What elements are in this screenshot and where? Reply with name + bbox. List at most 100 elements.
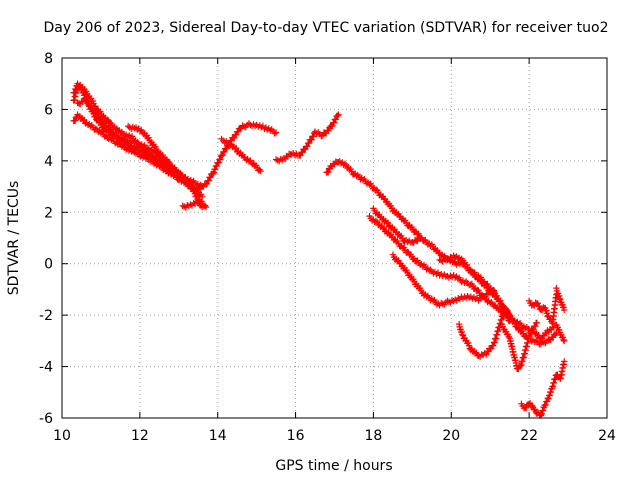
data-point [547, 388, 554, 396]
series-s5 [125, 122, 194, 188]
data-point [489, 342, 497, 349]
x-axis-label: GPS time / hours [275, 458, 392, 474]
data-point [256, 166, 263, 173]
data-point [542, 401, 549, 409]
data-point [545, 395, 552, 402]
series-s13 [436, 252, 560, 348]
data-point [335, 111, 342, 118]
data-point [142, 155, 150, 162]
data-point [146, 152, 153, 160]
data-point [198, 203, 206, 211]
data-point [310, 133, 317, 140]
y-tick-label: -6 [39, 411, 53, 427]
x-tick-label: 20 [442, 428, 460, 444]
data-point [304, 143, 311, 150]
x-tick-label: 22 [520, 428, 538, 444]
data-point [561, 337, 568, 345]
chart-title: Day 206 of 2023, Sidereal Day-to-day VTE… [43, 20, 608, 36]
x-tick-label: 14 [209, 428, 227, 444]
data-point [490, 287, 498, 294]
data-point [553, 329, 560, 337]
y-tick-label: -2 [39, 308, 53, 324]
data-point [308, 136, 315, 143]
data-point [223, 145, 230, 152]
data-point [513, 322, 520, 330]
data-point [561, 358, 568, 365]
data-point [497, 297, 504, 304]
data-point [532, 323, 539, 330]
data-point [210, 169, 217, 176]
x-tick-label: 10 [53, 428, 71, 444]
data-point [465, 339, 472, 347]
data-point [560, 336, 567, 344]
data-point [219, 152, 226, 159]
data-points-layer [70, 80, 568, 419]
series-s6 [179, 198, 206, 211]
data-point [561, 306, 568, 314]
x-tick-label: 24 [598, 428, 616, 444]
data-point [187, 180, 194, 188]
data-point [560, 304, 567, 311]
data-point [72, 117, 79, 124]
data-point [510, 317, 518, 325]
data-point [434, 269, 442, 276]
data-point [530, 326, 537, 333]
data-point [205, 177, 212, 184]
grid-lines [62, 58, 607, 418]
data-point [118, 143, 125, 150]
y-tick-label: 0 [44, 257, 53, 273]
data-point [271, 130, 278, 137]
series-s12 [389, 251, 498, 309]
data-point [330, 119, 338, 126]
data-point [89, 97, 96, 105]
data-point [497, 300, 505, 307]
data-point [198, 183, 206, 190]
data-point [329, 122, 336, 130]
data-point [332, 116, 339, 123]
data-point [416, 234, 424, 242]
data-point [533, 319, 541, 327]
plot-frame [61, 57, 608, 419]
series-s8 [272, 111, 342, 165]
x-tick-label: 18 [365, 428, 383, 444]
data-point [500, 312, 507, 320]
data-point [502, 306, 509, 314]
series-s11 [370, 205, 424, 246]
x-tick-label: 12 [131, 428, 149, 444]
data-point [241, 123, 248, 130]
data-point [504, 330, 512, 338]
data-point [505, 333, 512, 341]
y-tick-label: 4 [44, 154, 53, 170]
data-point [128, 148, 135, 155]
data-point [203, 180, 211, 188]
data-point [325, 127, 332, 134]
y-tick-label: 2 [44, 205, 53, 221]
data-point [536, 302, 543, 310]
data-point [117, 129, 124, 137]
data-point [325, 168, 332, 176]
data-point [267, 127, 274, 134]
data-point [209, 170, 217, 178]
data-point [213, 162, 220, 170]
data-point [122, 140, 129, 148]
data-point [132, 145, 139, 153]
data-point [528, 329, 535, 336]
data-point [212, 166, 219, 173]
series-s14 [455, 306, 509, 360]
data-point [305, 139, 313, 147]
data-point [221, 148, 228, 156]
data-point [257, 167, 264, 175]
data-point [465, 342, 473, 349]
data-point [272, 129, 280, 136]
data-point [187, 201, 194, 208]
data-point [215, 159, 222, 166]
data-point [498, 320, 506, 328]
data-point [207, 174, 214, 181]
data-point [217, 156, 224, 163]
y-axis-label: SDTVAR / TECUs [6, 181, 22, 296]
series-s19 [553, 284, 568, 314]
x-tick-label: 16 [287, 428, 305, 444]
